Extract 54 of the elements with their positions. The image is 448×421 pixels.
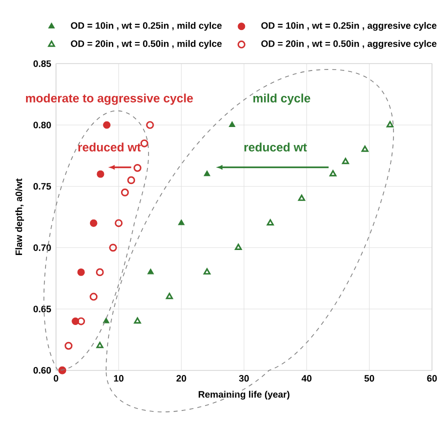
- y-tick-label: 0.80: [34, 122, 51, 128]
- x-tick-label: 30: [239, 375, 249, 382]
- point: [103, 121, 110, 129]
- point: [361, 146, 368, 152]
- point: [234, 244, 242, 250]
- point: [204, 170, 210, 176]
- legend-label: OD = 20in , wt = 0.50in , mild cylce: [70, 40, 222, 49]
- x-tick-label: 20: [176, 375, 186, 382]
- annotation: reduced wt: [78, 142, 141, 152]
- x-tick-label: 60: [427, 375, 437, 382]
- y-axis-title: Flaw depth, a0/wt: [15, 178, 24, 256]
- y-tick-label: 0.85: [34, 60, 52, 67]
- x-tick-label: 50: [364, 375, 374, 382]
- point: [386, 121, 394, 128]
- point: [204, 268, 211, 275]
- point: [134, 317, 141, 324]
- point: [96, 170, 104, 178]
- point: [109, 244, 117, 252]
- point: [134, 164, 142, 172]
- point: [77, 268, 85, 276]
- annotation: moderate to aggressive cycle: [26, 94, 193, 105]
- annotation: reduced wt: [244, 142, 307, 152]
- x-tick-label: 10: [114, 375, 124, 382]
- point: [298, 194, 306, 201]
- point: [127, 176, 136, 184]
- x-axis-title: Remaining life (year): [198, 390, 290, 400]
- point: [329, 170, 336, 176]
- point: [96, 268, 104, 276]
- point: [77, 317, 85, 326]
- point: [228, 121, 236, 128]
- point: [178, 219, 185, 226]
- point: [147, 268, 154, 274]
- y-tick-label: 0.60: [34, 367, 51, 374]
- x-tick-label: 0: [54, 375, 58, 382]
- point: [90, 219, 98, 227]
- point: [102, 318, 110, 324]
- point: [146, 121, 154, 129]
- point: [96, 342, 104, 348]
- point: [342, 158, 350, 164]
- legend-label: OD = 10in , wt = 0.25in , aggresive cylce: [261, 22, 436, 31]
- point: [166, 292, 173, 300]
- point: [140, 139, 148, 148]
- point: [121, 188, 129, 196]
- annotation: mild cycle: [253, 94, 310, 105]
- y-tick-label: 0.75: [34, 183, 52, 190]
- point: [90, 292, 98, 301]
- x-tick-label: 40: [302, 375, 312, 382]
- point: [266, 219, 274, 226]
- point: [114, 219, 123, 228]
- point: [64, 342, 72, 350]
- legend-label: OD = 20in , wt = 0.50in , aggresive cylce: [261, 40, 436, 49]
- y-tick-label: 0.70: [34, 244, 51, 251]
- legend-label: OD = 10in , wt = 0.25in , mild cylce: [70, 22, 222, 31]
- y-tick-label: 0.65: [34, 306, 52, 312]
